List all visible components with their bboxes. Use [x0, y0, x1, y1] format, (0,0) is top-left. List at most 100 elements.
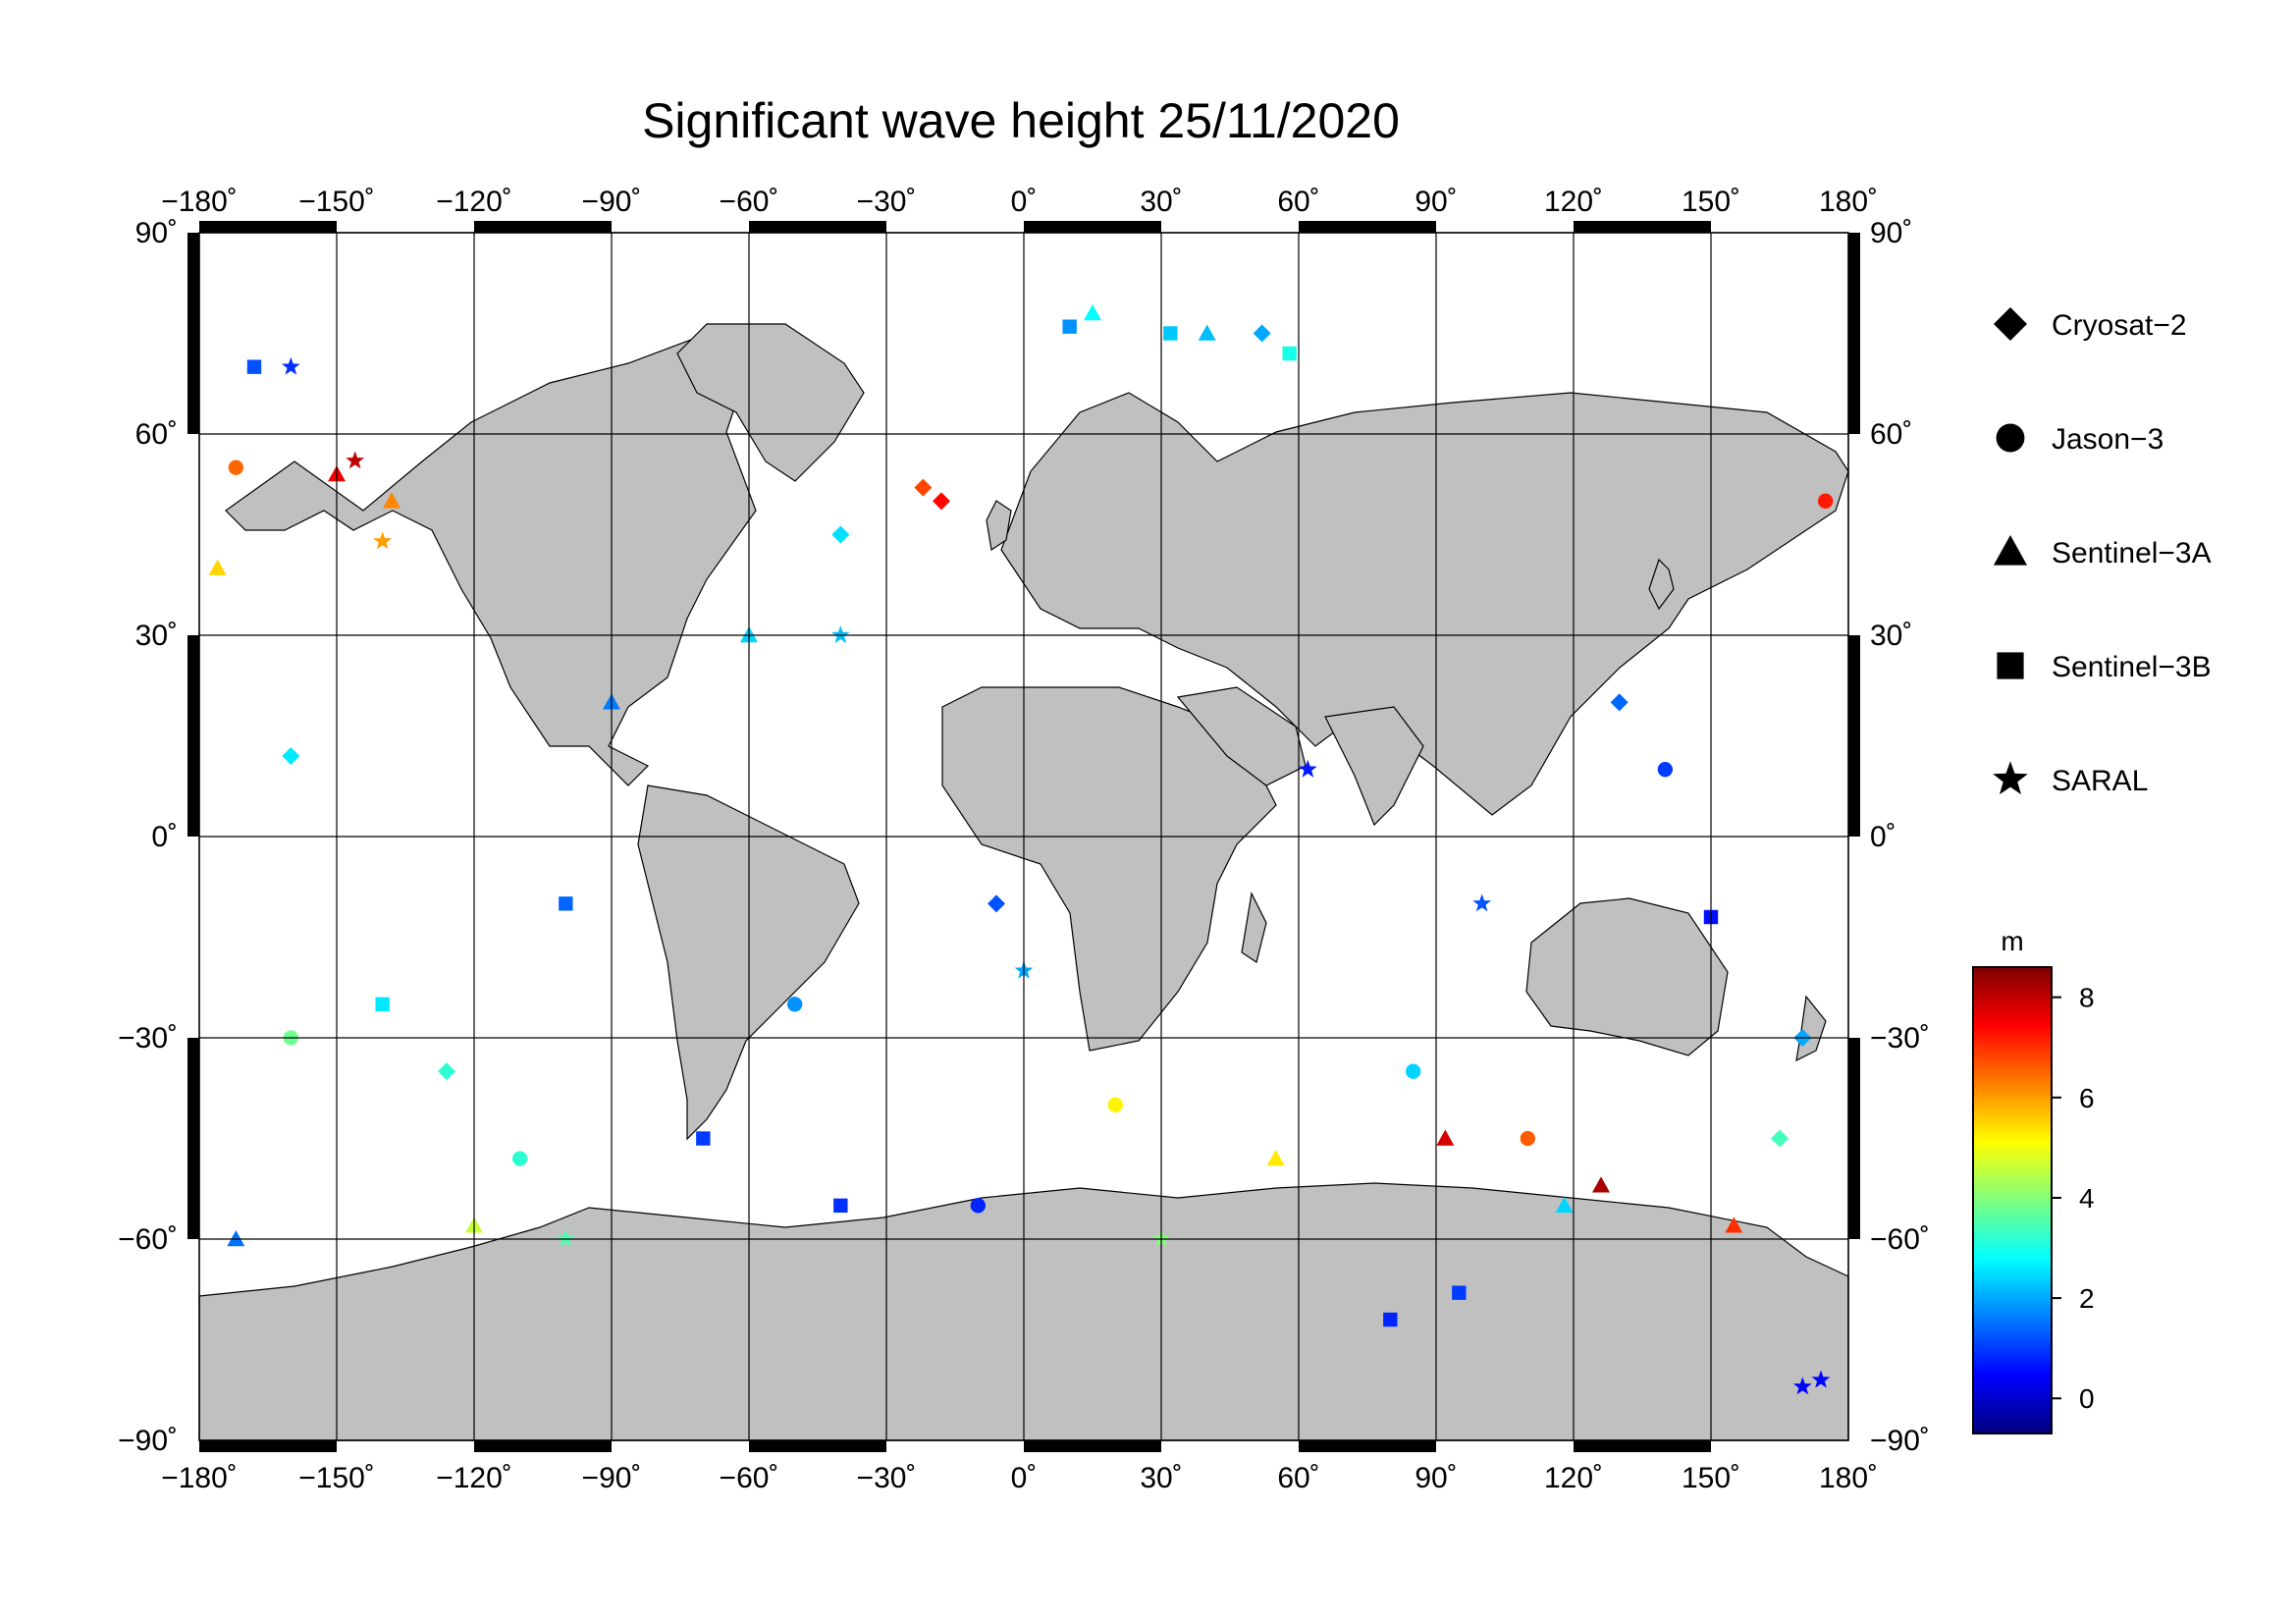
lat-tick-right: −30˚: [1870, 1022, 1930, 1055]
circle-data-point: [1818, 493, 1834, 509]
lon-tick-bottom: −150˚: [298, 1462, 375, 1494]
triangle-data-point: [1198, 324, 1216, 341]
triangle-data-point: [227, 1230, 245, 1247]
colorbar-gradient: [1972, 966, 2053, 1434]
legend-label: Sentinel−3A: [2052, 537, 2212, 569]
triangle-data-point: [1266, 1150, 1285, 1166]
frame-bar-top: [199, 221, 337, 233]
lon-tick-top: 90˚: [1415, 186, 1457, 218]
africa-shape: [941, 686, 1277, 1052]
lon-tick-bottom: 150˚: [1682, 1462, 1740, 1494]
lon-tick-bottom: 120˚: [1544, 1462, 1603, 1494]
australia-shape: [1525, 897, 1729, 1056]
japan-shape: [1648, 558, 1675, 611]
star-icon: [1993, 761, 2028, 795]
square-data-point: [1452, 1285, 1467, 1300]
diamond-data-point: [1253, 324, 1271, 343]
greenland-shape: [676, 323, 865, 482]
circle-data-point: [787, 997, 803, 1012]
europe-asia-shape: [1000, 392, 1849, 816]
frame-bar-bottom: [1574, 1440, 1711, 1452]
lon-tick-bottom: −30˚: [857, 1462, 917, 1494]
diamond-data-point: [914, 478, 933, 497]
lon-tick-top: 0˚: [1011, 186, 1038, 218]
triangle-data-point: [208, 559, 227, 575]
star-data-point: [346, 451, 365, 469]
frame-bar-top: [474, 221, 612, 233]
square-data-point: [1282, 346, 1297, 361]
lon-tick-top: 180˚: [1819, 186, 1878, 218]
colorbar-tick-label: 2: [2079, 1283, 2095, 1314]
lon-tick-top: −120˚: [436, 186, 512, 218]
frame-bar-left: [187, 233, 199, 434]
legend-label: Cryosat−2: [2052, 309, 2187, 342]
frame-bar-bottom: [1024, 1440, 1161, 1452]
lon-tick-top: −30˚: [857, 186, 917, 218]
lat-tick-left: −60˚: [118, 1223, 178, 1256]
figure-title: Significant wave height 25/11/2020: [642, 93, 1400, 148]
lat-tick-left: −30˚: [118, 1022, 178, 1055]
colorbar: m 8 6 4 2 0: [1972, 926, 2095, 1434]
square-data-point: [1163, 326, 1178, 341]
circle-data-point: [1107, 1097, 1123, 1112]
lon-tick-bottom: 180˚: [1819, 1462, 1878, 1494]
lat-tick-right: 30˚: [1870, 620, 1912, 652]
square-data-point: [1062, 319, 1077, 334]
lon-tick-top: −90˚: [582, 186, 642, 218]
legend-label: Sentinel−3B: [2052, 651, 2212, 683]
lat-tick-left: 60˚: [135, 418, 178, 451]
diamond-data-point: [1771, 1129, 1789, 1148]
lon-tick-bottom: 30˚: [1140, 1462, 1182, 1494]
diamond-data-point: [988, 894, 1005, 913]
square-data-point: [696, 1131, 711, 1146]
frame-bar-left: [187, 635, 199, 837]
diamond-data-point: [831, 525, 850, 544]
frame-bar-top: [1024, 221, 1161, 233]
square-data-point: [833, 1198, 848, 1214]
square-data-point: [246, 359, 262, 374]
star-data-point: [1298, 759, 1317, 778]
frame-bar-top: [749, 221, 886, 233]
legend-label: Jason−3: [2052, 423, 2163, 456]
star-data-point: [281, 356, 300, 375]
colorbar-ticks: 8 6 4 2 0: [2052, 983, 2095, 1414]
diamond-icon: [1994, 307, 2027, 341]
colorbar-tick-label: 8: [2079, 983, 2095, 1013]
frame-bar-bottom: [749, 1440, 886, 1452]
lon-tick-bottom: 0˚: [1011, 1462, 1038, 1494]
circle-data-point: [1520, 1130, 1535, 1147]
lat-tick-right: −90˚: [1870, 1425, 1930, 1457]
lat-tick-left: 0˚: [151, 821, 178, 853]
triangle-data-point: [1725, 1217, 1743, 1233]
star-data-point: [556, 1229, 575, 1247]
circle-data-point: [512, 1151, 528, 1166]
diamond-data-point: [282, 747, 300, 765]
square-data-point: [1383, 1312, 1398, 1327]
north-america-shape: [225, 333, 757, 786]
star-data-point: [830, 625, 850, 643]
colorbar-unit: m: [2001, 926, 2023, 956]
frame-bar-top: [1574, 221, 1711, 233]
arabia-shape: [1176, 686, 1307, 786]
circle-data-point: [1657, 762, 1673, 778]
lon-tick-bottom: −120˚: [436, 1462, 512, 1494]
triangle-icon: [1994, 535, 2027, 566]
star-data-point: [1472, 893, 1492, 912]
circle-data-point: [228, 460, 243, 475]
diamond-data-point: [933, 492, 950, 511]
circle-data-point: [1406, 1063, 1421, 1079]
axis-tick-labels: −180˚ −180˚ −150˚ −150˚ −120˚ −120˚ −90˚ −90˚ −6…: [118, 186, 1930, 1494]
star-data-point: [1811, 1370, 1831, 1388]
lat-tick-left: 30˚: [135, 620, 178, 652]
diamond-data-point: [1610, 693, 1629, 712]
lon-tick-top: 30˚: [1140, 186, 1182, 218]
triangle-data-point: [1436, 1129, 1455, 1146]
lat-tick-left: 90˚: [135, 217, 178, 249]
triangle-data-point: [1592, 1176, 1610, 1193]
frame-bar-left: [187, 1038, 199, 1239]
triangle-data-point: [1555, 1196, 1574, 1214]
madagascar-shape: [1241, 892, 1267, 963]
frame-bar-bottom: [474, 1440, 612, 1452]
lon-tick-top: 150˚: [1682, 186, 1740, 218]
world-map-panel: −180˚ −180˚ −150˚ −150˚ −120˚ −120˚ −90˚ −90˚ −6…: [118, 186, 1930, 1494]
